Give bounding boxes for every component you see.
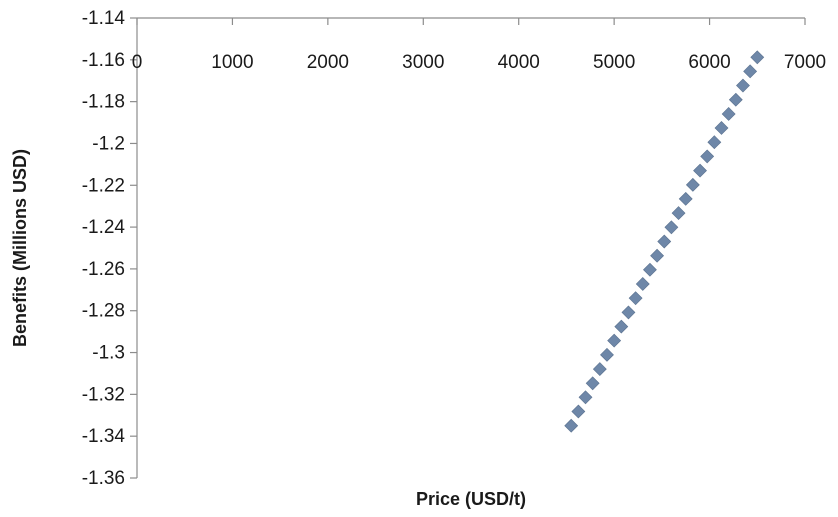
x-tick-label: 0 [132,52,143,73]
y-tick-label: -1.18 [82,92,125,113]
x-axis: 0 1000 2000 3000 4000 5000 6000 7000 [132,17,826,73]
x-tick-group: 0 1000 2000 3000 4000 5000 6000 7000 [132,18,826,73]
y-axis: -1.14 -1.16 -1.18 -1.2 -1.22 -1.24 -1.26 -1.28 -… [82,8,138,489]
data-point [714,121,729,135]
data-point [592,362,607,376]
data-points [564,50,765,433]
data-point [664,220,679,235]
data-point [578,390,593,405]
y-tick-label: -1.36 [82,468,125,489]
data-point [600,347,614,362]
data-point [750,50,765,65]
y-tick-group: -1.14 -1.16 -1.18 -1.2 -1.22 -1.24 -1.26 -1.28 -… [82,8,137,489]
data-point [736,78,750,93]
x-tick-label: 6000 [688,52,730,73]
y-axis-title: Benefits (Millions USD) [10,149,30,347]
x-tick-label: 3000 [402,52,444,73]
data-point [707,135,722,150]
x-axis-title: Price (USD/t) [416,489,526,509]
data-point [571,404,586,419]
data-point [693,163,707,178]
x-tick-label: 4000 [498,52,540,73]
x-tick-label: 5000 [593,52,635,73]
x-tick-label: 7000 [784,52,826,73]
data-point [635,277,650,291]
x-tick-label: 2000 [307,52,349,73]
data-point [671,206,686,221]
y-tick-label: -1.22 [82,175,125,196]
y-tick-label: -1.3 [92,343,125,364]
y-tick-label: -1.34 [82,426,126,447]
data-point [685,177,700,192]
y-tick-label: -1.24 [82,217,126,238]
data-point [728,92,743,107]
data-point [621,305,636,320]
data-point [700,149,715,164]
data-point [743,64,758,79]
data-point [678,191,693,206]
y-tick-label: -1.14 [82,8,126,29]
data-point [721,107,736,121]
data-point [650,248,665,263]
data-point [643,262,657,277]
y-tick-label: -1.16 [82,50,125,71]
y-tick-label: -1.32 [82,384,125,405]
data-point [585,376,600,391]
data-point [628,291,643,306]
y-tick-label: -1.26 [82,259,125,280]
y-tick-label: -1.2 [92,133,125,154]
data-point [564,418,579,433]
data-point [607,333,622,348]
data-point [657,234,672,249]
x-tick-label: 1000 [211,52,253,73]
data-point [614,319,629,334]
y-tick-label: -1.28 [82,301,125,322]
